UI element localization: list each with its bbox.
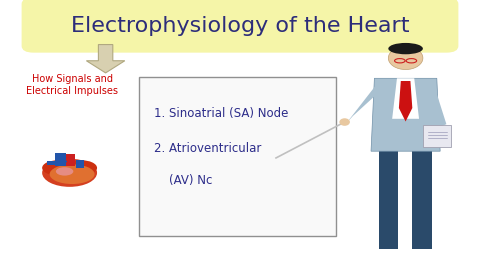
FancyBboxPatch shape (379, 151, 398, 249)
Text: Electrophysiology of the Heart: Electrophysiology of the Heart (71, 16, 409, 36)
Ellipse shape (42, 159, 97, 187)
FancyBboxPatch shape (22, 0, 458, 53)
Polygon shape (392, 78, 419, 119)
Ellipse shape (388, 43, 423, 54)
FancyBboxPatch shape (66, 154, 74, 166)
Ellipse shape (65, 160, 97, 176)
Text: (AV) Nc: (AV) Nc (154, 174, 212, 187)
Text: How Signals and
Electrical Impulses: How Signals and Electrical Impulses (26, 74, 118, 96)
Ellipse shape (339, 118, 350, 126)
Ellipse shape (55, 160, 67, 163)
Polygon shape (346, 81, 391, 124)
Polygon shape (86, 45, 125, 73)
FancyBboxPatch shape (48, 161, 57, 164)
FancyBboxPatch shape (412, 151, 432, 249)
FancyBboxPatch shape (139, 77, 336, 236)
Ellipse shape (56, 167, 73, 176)
Text: 1. Sinoatrial (SA) Node: 1. Sinoatrial (SA) Node (154, 107, 288, 120)
FancyBboxPatch shape (48, 163, 57, 165)
Ellipse shape (42, 160, 74, 176)
FancyBboxPatch shape (55, 153, 66, 166)
FancyBboxPatch shape (423, 125, 451, 147)
FancyBboxPatch shape (76, 160, 84, 168)
Polygon shape (371, 78, 440, 151)
Ellipse shape (388, 46, 423, 69)
Ellipse shape (49, 164, 95, 184)
Text: 2. Atrioventricular: 2. Atrioventricular (154, 142, 261, 155)
Polygon shape (399, 81, 412, 122)
Polygon shape (422, 86, 446, 130)
